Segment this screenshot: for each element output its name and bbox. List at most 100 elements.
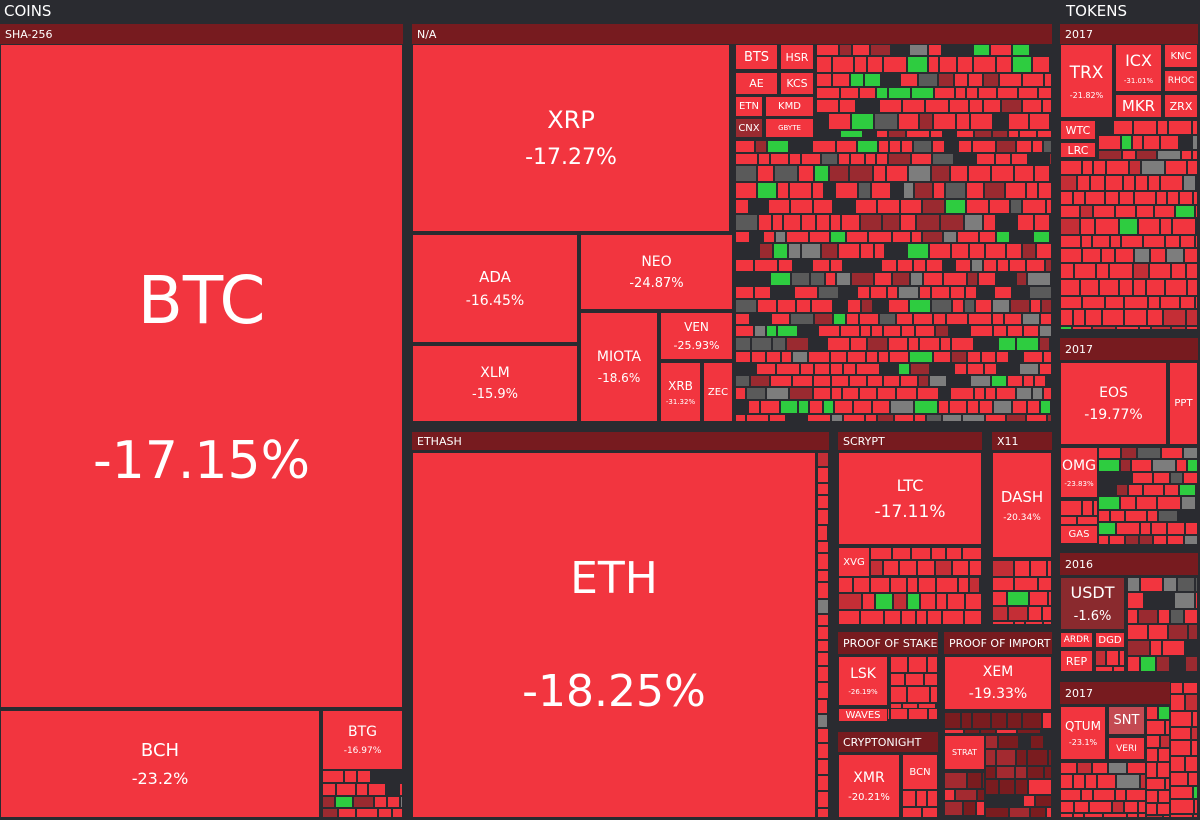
cell <box>829 165 849 182</box>
coin-name: ICX <box>1125 51 1152 70</box>
cell <box>864 73 881 87</box>
coin-tile[interactable]: SNT <box>1108 706 1145 735</box>
cell <box>770 375 792 387</box>
coin-tile[interactable]: VEN -25.93% <box>660 312 733 360</box>
coin-tile[interactable]: DGD <box>1095 632 1125 648</box>
cell <box>872 400 890 414</box>
cell <box>1165 279 1187 296</box>
coin-tile[interactable]: PPT <box>1169 362 1198 445</box>
cell <box>1095 666 1113 672</box>
cell <box>817 808 829 818</box>
coin-change: -15.9% <box>472 387 518 402</box>
coin-tile[interactable]: XVG <box>838 547 870 577</box>
cell <box>817 452 829 467</box>
coin-tile[interactable]: STRAT <box>944 735 985 770</box>
cell <box>904 576 917 578</box>
cell <box>902 807 922 818</box>
coin-tile[interactable]: BCN <box>902 754 938 790</box>
cell <box>992 606 1008 621</box>
coin-change: -16.97% <box>343 746 382 756</box>
cell <box>1105 191 1119 205</box>
coin-tile[interactable]: DASH -20.34% <box>992 452 1052 558</box>
cell <box>1187 459 1198 472</box>
cell <box>881 259 897 272</box>
coin-name: KNC <box>1170 50 1192 62</box>
cell <box>1009 351 1023 363</box>
coin-tile[interactable]: XMR -20.21% <box>838 754 900 818</box>
coin-tile[interactable]: XRB -31.32% <box>660 362 701 422</box>
coin-tile[interactable]: HSR <box>780 44 814 70</box>
coin-tile[interactable]: VERI <box>1108 737 1145 760</box>
cell <box>952 299 964 313</box>
cell <box>814 313 833 325</box>
coin-tile[interactable]: USDT -1.6% <box>1060 577 1125 630</box>
cell <box>1157 120 1168 135</box>
coin-tile[interactable]: LTC -17.11% <box>838 452 982 545</box>
coin-tile[interactable]: GBYTE <box>765 118 814 138</box>
cell <box>968 165 991 182</box>
cell <box>855 199 877 214</box>
coin-tile[interactable]: ZEC <box>703 362 733 422</box>
cell <box>1148 296 1160 309</box>
coin-tile[interactable]: WTC <box>1060 120 1096 140</box>
coin-tile[interactable]: ARDR <box>1060 632 1093 648</box>
coin-tile[interactable]: OMG -23.83% <box>1060 447 1098 498</box>
cell <box>929 243 951 259</box>
cell <box>1043 351 1052 363</box>
coin-tile[interactable]: QTUM -23.1% <box>1060 706 1106 760</box>
cell <box>992 621 1014 625</box>
coin-change: -16.45% <box>465 293 525 309</box>
coin-tile[interactable]: GAS <box>1060 525 1098 544</box>
coin-tile[interactable]: XLM -15.9% <box>412 345 578 422</box>
coin-tile[interactable]: RHOC <box>1164 70 1198 92</box>
coin-tile[interactable]: KMD <box>765 96 814 117</box>
coin-tile[interactable]: BTG -16.97% <box>322 710 403 770</box>
cell <box>831 375 849 387</box>
coin-tile[interactable]: KNC <box>1164 44 1198 68</box>
coin-tile[interactable]: KCS <box>780 72 814 95</box>
coin-name: BCH <box>140 740 180 761</box>
coin-tile[interactable]: BTC -17.15% <box>0 44 403 708</box>
cell <box>1170 772 1188 786</box>
coin-tile[interactable]: ADA -16.45% <box>412 234 578 343</box>
cell <box>840 87 859 99</box>
coin-tile[interactable]: LSK -26.19% <box>838 656 888 706</box>
coin-tile[interactable]: MKR <box>1115 94 1162 118</box>
coin-change: -26.19% <box>848 688 878 696</box>
cell <box>830 259 843 272</box>
coin-tile[interactable]: AE <box>735 72 778 95</box>
cell <box>1163 577 1177 592</box>
coin-tile[interactable]: ETN <box>735 96 763 117</box>
coin-tile[interactable]: CNX <box>735 118 763 138</box>
cell <box>812 182 824 199</box>
cell <box>1176 459 1187 472</box>
cell <box>746 387 766 400</box>
coin-tile[interactable]: BCH -23.2% <box>0 710 320 818</box>
coin-tile[interactable]: ETH -18.25% <box>412 452 816 818</box>
cell <box>996 272 1016 286</box>
cell <box>1138 801 1146 813</box>
cell <box>760 400 780 414</box>
coin-tile[interactable]: REP <box>1060 650 1093 672</box>
cell <box>1090 175 1105 191</box>
coin-tile[interactable]: EOS -19.77% <box>1060 362 1167 445</box>
coin-tile[interactable]: XRP -17.27% <box>412 44 730 232</box>
coin-tile[interactable]: BTS <box>735 44 778 70</box>
coin-tile[interactable]: ZRX <box>1164 94 1198 118</box>
cell <box>1050 337 1052 351</box>
coin-tile[interactable]: MIOTA -18.6% <box>580 312 658 422</box>
cell <box>1146 803 1157 815</box>
cell <box>909 299 931 313</box>
cell <box>810 272 825 286</box>
coin-tile[interactable]: LRC <box>1060 142 1096 158</box>
cell <box>735 153 758 165</box>
coin-tile[interactable]: WAVES <box>838 708 888 722</box>
cell <box>876 153 888 165</box>
cell <box>1146 748 1158 762</box>
coin-tile[interactable]: XEM -19.33% <box>944 656 1052 710</box>
coin-tile[interactable]: ICX -31.01% <box>1115 44 1162 92</box>
coin-tile[interactable]: TRX -21.82% <box>1060 44 1113 118</box>
coin-name: HSR <box>785 50 809 64</box>
coin-tile[interactable]: NEO -24.87% <box>580 234 733 310</box>
cell <box>870 576 887 578</box>
